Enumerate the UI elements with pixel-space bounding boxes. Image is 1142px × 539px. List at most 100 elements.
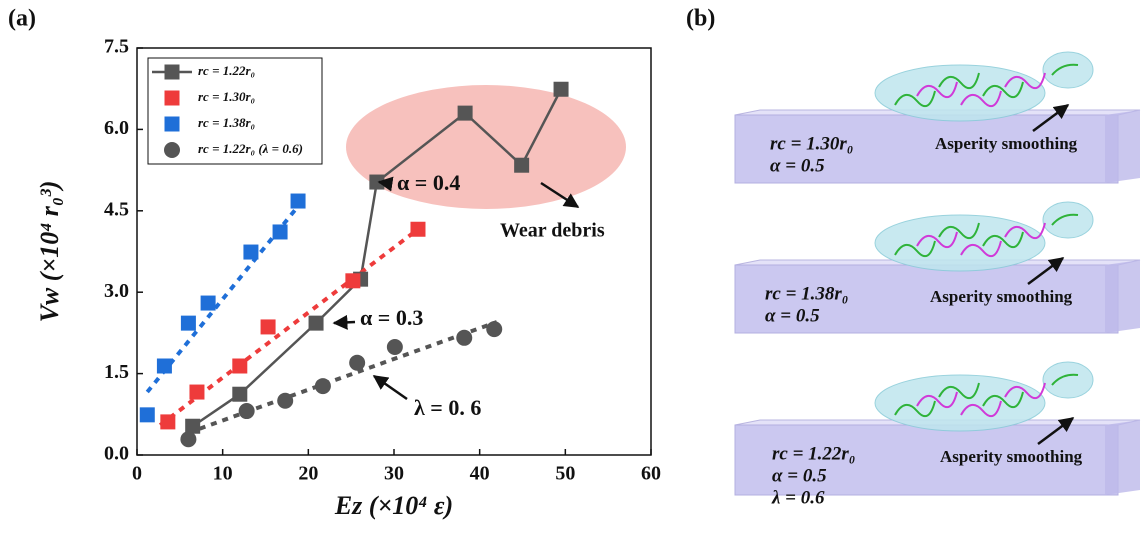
fiber bbox=[938, 382, 980, 400]
x-tick-label: 40 bbox=[470, 463, 490, 485]
data-point bbox=[243, 244, 259, 260]
debris-blob bbox=[1042, 201, 1094, 239]
fiber bbox=[960, 240, 1002, 258]
fiber bbox=[894, 400, 936, 418]
fiber bbox=[960, 90, 1002, 108]
caption: Asperity smoothing bbox=[940, 447, 1083, 466]
legend-marker bbox=[164, 142, 180, 158]
data-point bbox=[260, 319, 276, 335]
annotation-arrow bbox=[377, 176, 394, 192]
legend-marker bbox=[164, 90, 180, 106]
data-point bbox=[200, 295, 216, 311]
fiber bbox=[1004, 72, 1046, 90]
debris-blob bbox=[874, 374, 1046, 432]
legend-marker bbox=[164, 116, 180, 132]
data-point bbox=[457, 105, 473, 121]
fiber bbox=[982, 391, 1024, 409]
legend-label: rc = 1.30r₀ bbox=[198, 89, 255, 104]
fiber bbox=[1051, 373, 1079, 386]
legend-marker bbox=[164, 64, 180, 80]
slab-side bbox=[1105, 110, 1140, 183]
y-tick-label: 1.5 bbox=[104, 361, 129, 383]
data-point bbox=[277, 392, 294, 409]
data-point bbox=[180, 431, 197, 448]
fiber bbox=[938, 72, 980, 90]
x-tick-label: 10 bbox=[213, 463, 233, 485]
y-axis-label: Vw (×10⁴ r₀³) bbox=[35, 181, 64, 323]
legend-label: rc = 1.22r₀ (λ = 0.6) bbox=[198, 141, 303, 156]
slab-label: rc = 1.22r₀ bbox=[772, 443, 855, 464]
fiber bbox=[982, 231, 1024, 249]
y-tick-label: 7.5 bbox=[104, 36, 129, 58]
debris-blob bbox=[874, 64, 1046, 122]
fiber bbox=[1051, 213, 1079, 226]
slab-front bbox=[734, 114, 1119, 184]
slab-side bbox=[1105, 420, 1140, 495]
data-point bbox=[314, 378, 331, 395]
caption-arrow bbox=[1037, 416, 1075, 446]
x-tick-label: 0 bbox=[132, 463, 142, 485]
x-tick-label: 60 bbox=[641, 463, 661, 485]
panel-label: (a) bbox=[8, 6, 36, 32]
annotation: α = 0.3 bbox=[360, 305, 423, 330]
caption-arrow bbox=[1027, 256, 1065, 286]
x-tick-label: 20 bbox=[298, 463, 318, 485]
data-point bbox=[232, 386, 248, 402]
fiber bbox=[916, 231, 958, 249]
debris-blob bbox=[1042, 51, 1094, 89]
slab-label: rc = 1.30r₀ bbox=[770, 133, 853, 154]
data-point bbox=[272, 224, 288, 240]
caption-arrow bbox=[1032, 103, 1070, 133]
fiber bbox=[960, 400, 1002, 418]
data-point bbox=[486, 321, 503, 338]
data-point bbox=[189, 384, 205, 400]
caption: Asperity smoothing bbox=[935, 134, 1078, 153]
annotation: λ = 0. 6 bbox=[414, 395, 481, 420]
panel-label: (b) bbox=[686, 6, 715, 32]
data-point bbox=[290, 193, 306, 209]
data-point bbox=[185, 418, 201, 434]
data-point bbox=[180, 315, 196, 331]
fiber bbox=[1004, 222, 1046, 240]
fiber bbox=[894, 240, 936, 258]
data-point bbox=[160, 414, 176, 430]
y-tick-label: 3.0 bbox=[104, 280, 129, 302]
x-tick-label: 30 bbox=[384, 463, 404, 485]
caption: Asperity smoothing bbox=[930, 287, 1073, 306]
x-axis-label: Ez (×10⁴ ε) bbox=[334, 491, 453, 520]
fiber bbox=[1004, 382, 1046, 400]
slab-label: rc = 1.38r₀ bbox=[765, 283, 848, 304]
debris-blob bbox=[1042, 361, 1094, 399]
slab-label: α = 0.5 bbox=[772, 465, 827, 486]
data-point bbox=[139, 407, 155, 423]
legend-label: rc = 1.38r₀ bbox=[198, 115, 255, 130]
data-point bbox=[456, 329, 473, 346]
fiber bbox=[1051, 63, 1079, 76]
wear-debris-region bbox=[346, 85, 626, 209]
data-point bbox=[553, 81, 569, 97]
data-point bbox=[410, 221, 426, 237]
annotation-arrow bbox=[540, 181, 580, 209]
fiber bbox=[916, 391, 958, 409]
slab-label: λ = 0.6 bbox=[771, 487, 825, 508]
fiber bbox=[894, 90, 936, 108]
data-point bbox=[232, 358, 248, 374]
data-point bbox=[308, 315, 324, 331]
data-point bbox=[156, 358, 172, 374]
data-point bbox=[386, 339, 403, 356]
y-tick-label: 0.0 bbox=[104, 443, 129, 465]
x-tick-label: 50 bbox=[555, 463, 575, 485]
debris-blob bbox=[874, 214, 1046, 272]
annotation: α = 0.4 bbox=[397, 170, 460, 195]
annotation-arrow bbox=[332, 314, 356, 330]
fiber bbox=[982, 81, 1024, 99]
data-point bbox=[238, 403, 255, 420]
slab-label: α = 0.5 bbox=[770, 155, 825, 176]
data-point bbox=[514, 157, 530, 173]
legend-label: rc = 1.22r₀ bbox=[198, 63, 255, 78]
fiber bbox=[938, 222, 980, 240]
slab-label: α = 0.5 bbox=[765, 305, 820, 326]
annotation-arrow bbox=[372, 374, 408, 401]
